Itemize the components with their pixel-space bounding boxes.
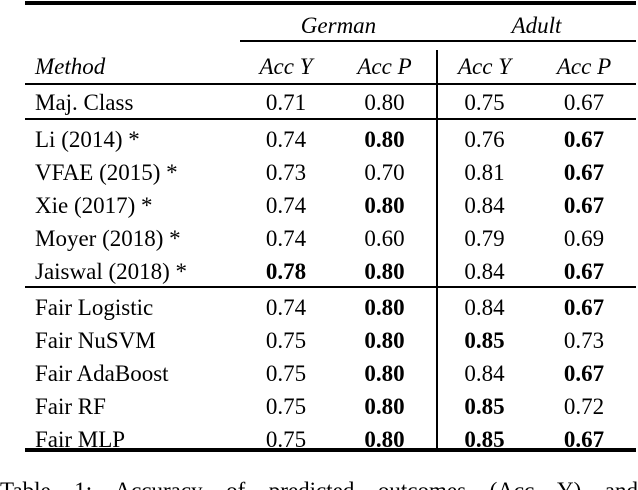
acc-value-cell: 0.80 [364,193,405,218]
acc-value-cell: 0.76 [464,127,505,152]
column-header-accy-german: Acc Y [259,54,313,79]
acc-value-cell: 0.78 [265,259,307,284]
acc-value-cell: 0.84 [464,295,505,320]
acc-value-cell: 0.75 [265,427,307,452]
table-row: Li (2014) * 0.74 0.80 0.76 0.67 [25,125,636,155]
acc-value-cell: 0.85 [464,427,505,452]
acc-value-cell: 0.84 [464,193,505,218]
acc-value-cell: 0.85 [464,328,505,353]
group-header-spacer [25,11,240,41]
table-row: Fair MLP 0.75 0.80 0.85 0.67 [25,425,636,455]
group-header-adult: Adult [511,13,562,38]
table-column-header-row: Method Acc Y Acc P Acc Y Acc P [25,52,636,82]
acc-value-cell: 0.80 [364,328,405,353]
method-cell: VFAE (2015) * [35,160,178,185]
table-row: Maj. Class 0.71 0.80 0.75 0.67 [25,88,636,118]
acc-value-cell: 0.67 [563,361,605,386]
table-top-rule [25,1,636,5]
acc-value-cell: 0.73 [563,328,605,353]
method-cell: Maj. Class [35,90,134,115]
acc-value-cell: 0.67 [563,295,605,320]
method-cell: Fair RF [35,394,106,419]
acc-value-cell: 0.67 [563,427,605,452]
column-header-accy-adult: Acc Y [457,54,511,79]
acc-value-cell: 0.81 [464,160,505,185]
acc-value-cell: 0.74 [265,193,307,218]
acc-value-cell: 0.75 [265,394,307,419]
method-cell: Fair NuSVM [35,328,156,353]
acc-value-cell: 0.67 [563,259,605,284]
column-header-accp-german: Acc P [357,54,412,79]
acc-value-cell: 0.80 [364,259,405,284]
method-cell: Xie (2017) * [35,193,153,218]
column-header-method: Method [35,54,106,79]
table-row: VFAE (2015) * 0.73 0.70 0.81 0.67 [25,158,636,188]
table-row: Fair RF 0.75 0.80 0.85 0.72 [25,392,636,422]
acc-value-cell: 0.67 [563,160,605,185]
acc-value-cell: 0.60 [364,226,405,251]
table-bottom-rule [25,448,636,452]
acc-value-cell: 0.71 [265,90,307,115]
method-cell: Moyer (2018) * [35,226,181,251]
acc-value-cell: 0.84 [464,259,505,284]
acc-value-cell: 0.80 [364,427,405,452]
table-row: Moyer (2018) * 0.74 0.60 0.79 0.69 [25,224,636,254]
method-cell: Fair AdaBoost [35,361,169,386]
table-row: Fair NuSVM 0.75 0.80 0.85 0.73 [25,326,636,356]
table-group-header-row: German Adult [25,11,636,41]
acc-value-cell: 0.75 [265,361,307,386]
acc-value-cell: 0.74 [265,295,307,320]
acc-value-cell: 0.67 [563,127,605,152]
acc-value-cell: 0.80 [364,90,405,115]
acc-value-cell: 0.75 [464,90,505,115]
column-header-accp-adult: Acc P [556,54,612,79]
acc-value-cell: 0.74 [265,127,307,152]
method-cell: Li (2014) * [35,127,140,152]
table-cmidrule [240,40,636,42]
acc-value-cell: 0.80 [364,127,405,152]
acc-value-cell: 0.80 [364,394,405,419]
method-cell: Jaiswal (2018) * [35,259,188,284]
acc-value-cell: 0.84 [464,361,505,386]
acc-value-cell: 0.73 [265,160,307,185]
acc-value-cell: 0.67 [563,90,605,115]
acc-value-cell: 0.85 [464,394,505,419]
acc-value-cell: 0.69 [563,226,605,251]
table-row: Jaiswal (2018) * 0.78 0.80 0.84 0.67 [25,257,636,287]
acc-value-cell: 0.70 [364,160,405,185]
table-row: Fair Logistic 0.74 0.80 0.84 0.67 [25,293,636,323]
method-cell: Fair MLP [35,427,126,452]
table-header-rule [25,83,636,85]
acc-value-cell: 0.74 [265,226,307,251]
table-caption: Table 1: Accuracy of predicted outcomes … [0,477,638,490]
table-row: Fair AdaBoost 0.75 0.80 0.84 0.67 [25,359,636,389]
table-row: Xie (2017) * 0.74 0.80 0.84 0.67 [25,191,636,221]
table-vertical-separator [436,50,438,448]
table-baseline-rule [25,118,636,120]
acc-value-cell: 0.75 [265,328,307,353]
acc-value-cell: 0.67 [563,193,605,218]
acc-value-cell: 0.80 [364,295,405,320]
group-header-german: German [300,13,377,38]
acc-value-cell: 0.72 [563,394,605,419]
acc-value-cell: 0.79 [464,226,505,251]
table-section-rule [25,286,636,288]
method-cell: Fair Logistic [35,295,154,320]
acc-value-cell: 0.80 [364,361,405,386]
